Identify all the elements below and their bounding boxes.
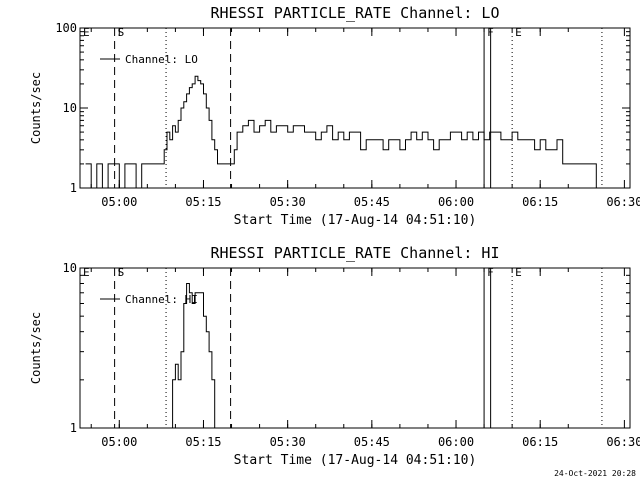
x-tick-label: 06:00 bbox=[438, 195, 474, 209]
x-tick-label: 06:30 bbox=[606, 435, 640, 449]
x-axis-label: Start Time (17-Aug-14 04:51:10) bbox=[234, 453, 477, 468]
data-series-line bbox=[85, 75, 597, 189]
y-tick-label: 100 bbox=[55, 21, 77, 35]
x-tick-label: 06:00 bbox=[438, 435, 474, 449]
x-tick-label: 05:00 bbox=[101, 195, 137, 209]
flag-label: E bbox=[515, 266, 522, 279]
timestamp: 24-Oct-2021 20:28 bbox=[554, 469, 636, 478]
x-tick-label: 05:30 bbox=[270, 435, 306, 449]
x-tick-label: 05:45 bbox=[354, 435, 390, 449]
x-tick-label: 06:15 bbox=[522, 195, 558, 209]
y-tick-label: 10 bbox=[63, 261, 77, 275]
y-axis-label: Counts/sec bbox=[29, 312, 43, 384]
x-tick-label: 06:15 bbox=[522, 435, 558, 449]
y-tick-label: 1 bbox=[70, 181, 77, 195]
x-tick-label: 05:45 bbox=[354, 195, 390, 209]
x-tick-label: 05:30 bbox=[270, 195, 306, 209]
legend-label: Channel: LO bbox=[125, 53, 198, 66]
flag-label: E bbox=[83, 26, 90, 39]
flag-label: S bbox=[118, 26, 125, 39]
y-tick-label: 10 bbox=[63, 101, 77, 115]
flag-label: S bbox=[118, 266, 125, 279]
y-tick-label: 1 bbox=[70, 421, 77, 435]
flag-label: E bbox=[83, 266, 90, 279]
plot-frame bbox=[79, 267, 631, 429]
panel-lo: RHESSI PARTICLE_RATE Channel: LO Start T… bbox=[29, 4, 640, 228]
x-tick-label: 05:00 bbox=[101, 435, 137, 449]
legend-label: Channel: HI bbox=[125, 293, 198, 306]
x-tick-label: 05:15 bbox=[185, 195, 221, 209]
y-axis-label: Counts/sec bbox=[29, 72, 43, 144]
x-tick-label: 05:15 bbox=[185, 435, 221, 449]
x-axis-label: Start Time (17-Aug-14 04:51:10) bbox=[234, 213, 477, 228]
flag-label: E bbox=[515, 26, 522, 39]
data-series-line bbox=[169, 283, 216, 429]
chart-title: RHESSI PARTICLE_RATE Channel: LO bbox=[211, 4, 500, 22]
x-tick-label: 06:30 bbox=[606, 195, 640, 209]
panel-hi: RHESSI PARTICLE_RATE Channel: HI Start T… bbox=[29, 244, 640, 468]
chart-title: RHESSI PARTICLE_RATE Channel: HI bbox=[211, 244, 500, 262]
